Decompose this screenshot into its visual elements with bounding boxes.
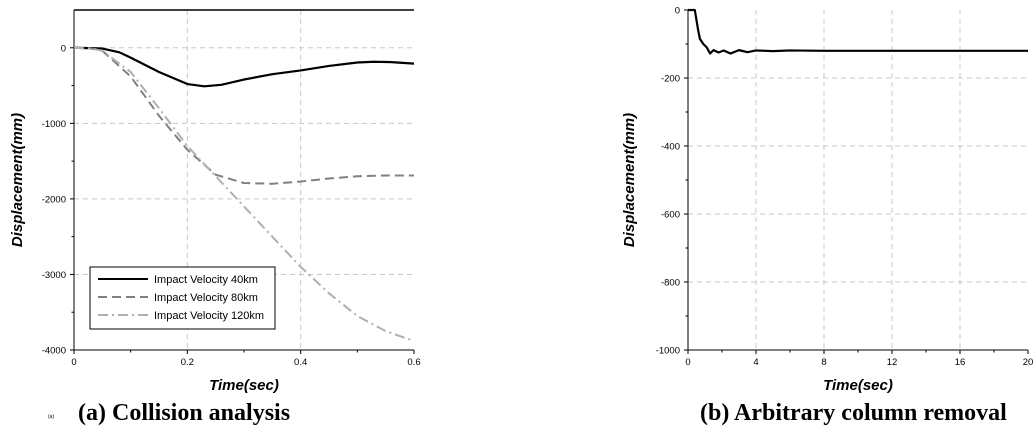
caption-a: (a) Collision analysis [78,400,290,426]
x-tick-label: 0.4 [294,357,307,368]
y-tick-label: -3000 [42,270,66,281]
caption-b: (b) Arbitrary column removal [700,400,1007,426]
x-tick-label: 0.2 [181,357,194,368]
legend-label: Impact Velocity 40km [154,274,258,286]
legend-label: Impact Velocity 80km [154,292,258,304]
legend-a: Impact Velocity 40km Impact Velocity 80km… [89,266,276,330]
x-tick-label: 0 [71,357,76,368]
x-tick-label: 20 [1023,357,1034,368]
x-axis-label-a: Time(sec) [209,377,279,394]
y-axis-label-b: Displacement(mm) [621,113,638,247]
y-tick-label: -4000 [42,346,66,357]
series-line-3 [73,46,415,342]
ticks-b: 0 4 8 12 16 20 0 -200 -400 -600 -800 -1000 [656,6,1034,369]
legend-label: Impact Velocity 120km [154,310,264,322]
y-tick-label: -800 [661,278,680,289]
series-group-a [73,46,415,342]
x-tick-label: 8 [821,357,826,368]
x-tick-label: 4 [753,357,758,368]
chart-collision-analysis: 0 0.2 0.4 0.6 0 -1000 -2000 -3000 -4000 Impact V… [9,9,421,394]
y-tick-label: -1000 [656,346,680,357]
y-tick-label: -1000 [42,119,66,130]
series-line-1 [688,8,1028,55]
y-tick-label: -200 [661,74,680,85]
x-tick-label: 12 [887,357,898,368]
y-tick-label: -2000 [42,194,66,205]
chart-column-removal: 0 4 8 12 16 20 0 -200 -400 -600 -800 -1000 Time(sec… [621,6,1033,395]
y-tick-label: -600 [661,210,680,221]
y-tick-label: 0 [675,6,680,17]
x-tick-label: 0.6 [407,357,420,368]
plot-area-b [688,10,1028,350]
x-tick-label: 16 [955,357,966,368]
y-axis-label-a: Displacement(mm) [9,113,26,247]
panel-a-marker: (a) [48,414,54,420]
x-axis-label-b: Time(sec) [823,377,893,394]
series-group-b [688,8,1028,55]
y-tick-label: -400 [661,142,680,153]
series-line-1 [73,46,415,88]
x-tick-label: 0 [685,357,690,368]
y-tick-label: 0 [61,43,66,54]
grid-b [688,10,1028,350]
